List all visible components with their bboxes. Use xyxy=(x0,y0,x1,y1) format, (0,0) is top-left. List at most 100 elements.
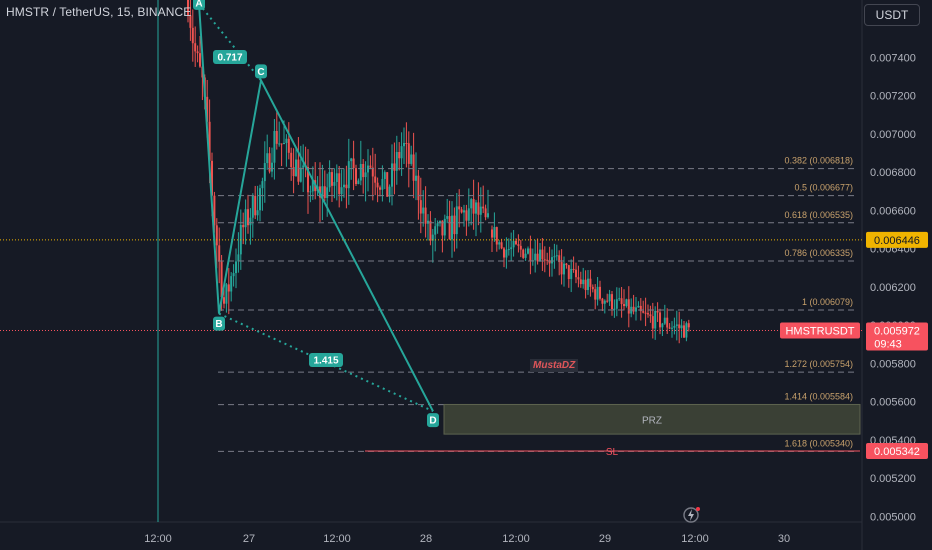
candle-body xyxy=(427,220,429,224)
candle-body xyxy=(369,165,372,168)
candle-body xyxy=(541,249,544,260)
candle-body xyxy=(546,259,549,261)
bd-ratio-label: 1.415 xyxy=(313,356,338,367)
candle-body xyxy=(458,206,461,210)
candle-body xyxy=(403,142,405,147)
candle-body xyxy=(441,220,444,236)
candle-body xyxy=(594,289,597,300)
candle-body xyxy=(618,298,621,300)
candle-body xyxy=(522,249,525,258)
lightning-icon[interactable] xyxy=(681,505,701,525)
candle-body xyxy=(484,208,487,218)
candle-body xyxy=(261,181,264,189)
candle-body xyxy=(292,167,295,177)
candle-body xyxy=(242,224,245,228)
candle-body xyxy=(189,15,192,28)
candle-body xyxy=(539,249,541,262)
candle-body xyxy=(275,130,278,144)
point-c-label: C xyxy=(257,67,264,78)
candle-body xyxy=(194,43,197,52)
author-watermark: MustaDZ xyxy=(530,359,579,372)
candle-body xyxy=(529,248,532,261)
candle-body xyxy=(623,304,625,307)
candle-body xyxy=(290,152,293,168)
candle-body xyxy=(651,316,654,329)
candle-body xyxy=(326,187,329,198)
candle-body xyxy=(519,245,522,250)
candle-body xyxy=(644,312,647,314)
abcd-pattern-line[interactable] xyxy=(198,3,434,412)
candle-body xyxy=(218,245,221,262)
candle-body xyxy=(357,180,360,185)
candle-body xyxy=(620,298,623,305)
candle-body xyxy=(637,305,640,308)
candle-body xyxy=(393,163,396,171)
candle-body xyxy=(187,0,189,16)
candle-body xyxy=(271,162,273,172)
candle-body xyxy=(412,154,415,181)
candle-body xyxy=(302,165,305,168)
candle-body xyxy=(505,249,508,258)
candle-body xyxy=(482,206,485,209)
sl-price-tag: 0.005342 xyxy=(874,446,920,458)
candle-body xyxy=(215,225,218,246)
y-tick-label: 0.007000 xyxy=(870,129,916,141)
candle-body xyxy=(467,208,470,221)
y-tick-label: 0.005800 xyxy=(870,358,916,370)
y-tick-label: 0.007400 xyxy=(870,52,916,64)
candle-body xyxy=(495,227,498,245)
candle-body xyxy=(287,138,290,153)
point-c-label-box xyxy=(255,64,267,79)
candle-body xyxy=(500,242,503,249)
candle-body xyxy=(254,195,257,216)
candle-body xyxy=(227,284,230,292)
ac-ratio-label-box xyxy=(213,50,247,64)
candle-body xyxy=(647,313,649,315)
candle-body xyxy=(208,121,211,161)
fib-level-label: 0.618 (0.006535) xyxy=(784,210,853,220)
candle-body xyxy=(431,234,434,241)
ac-ratio-label: 0.717 xyxy=(217,53,242,64)
candle-body xyxy=(666,317,669,328)
candle-body xyxy=(338,173,341,195)
candle-body xyxy=(596,286,599,300)
candle-body xyxy=(391,163,393,187)
candle-body xyxy=(455,206,458,235)
point-a-label: A xyxy=(195,0,202,9)
prz-label: PRZ xyxy=(642,415,662,426)
candle-body xyxy=(273,130,276,163)
symbol-title: HMSTR / TetherUS, 15, BINANCE xyxy=(6,5,192,19)
candle-body xyxy=(285,138,288,144)
candle-body xyxy=(543,259,546,261)
candle-body xyxy=(570,268,573,279)
last-symbol-tag: HMSTRUSDT xyxy=(785,325,854,337)
candle-body xyxy=(383,172,386,179)
candle-body xyxy=(567,265,570,279)
point-b-label: B xyxy=(215,319,222,330)
candle-body xyxy=(507,249,510,251)
x-tick-label: 12:00 xyxy=(144,533,172,545)
candle-body xyxy=(381,178,384,190)
candle-body xyxy=(472,199,475,214)
candle-body xyxy=(575,269,577,278)
last-price-tag: 0.005972 xyxy=(874,325,920,337)
candle-body xyxy=(405,142,408,144)
last-symbol-tag-box xyxy=(780,322,860,339)
candle-body xyxy=(487,213,489,218)
candle-body xyxy=(453,215,456,235)
prz-zone[interactable] xyxy=(443,403,861,435)
candle-body xyxy=(422,207,425,214)
currency-button[interactable]: USDT xyxy=(864,4,920,26)
candle-body xyxy=(460,209,463,213)
candle-body xyxy=(323,186,326,198)
candle-body xyxy=(632,306,635,312)
candle-body xyxy=(446,216,449,219)
candle-body xyxy=(565,263,568,266)
y-tick-label: 0.005600 xyxy=(870,397,916,409)
candle-body xyxy=(249,217,252,226)
candle-body xyxy=(335,173,338,183)
candle-body xyxy=(213,195,216,226)
